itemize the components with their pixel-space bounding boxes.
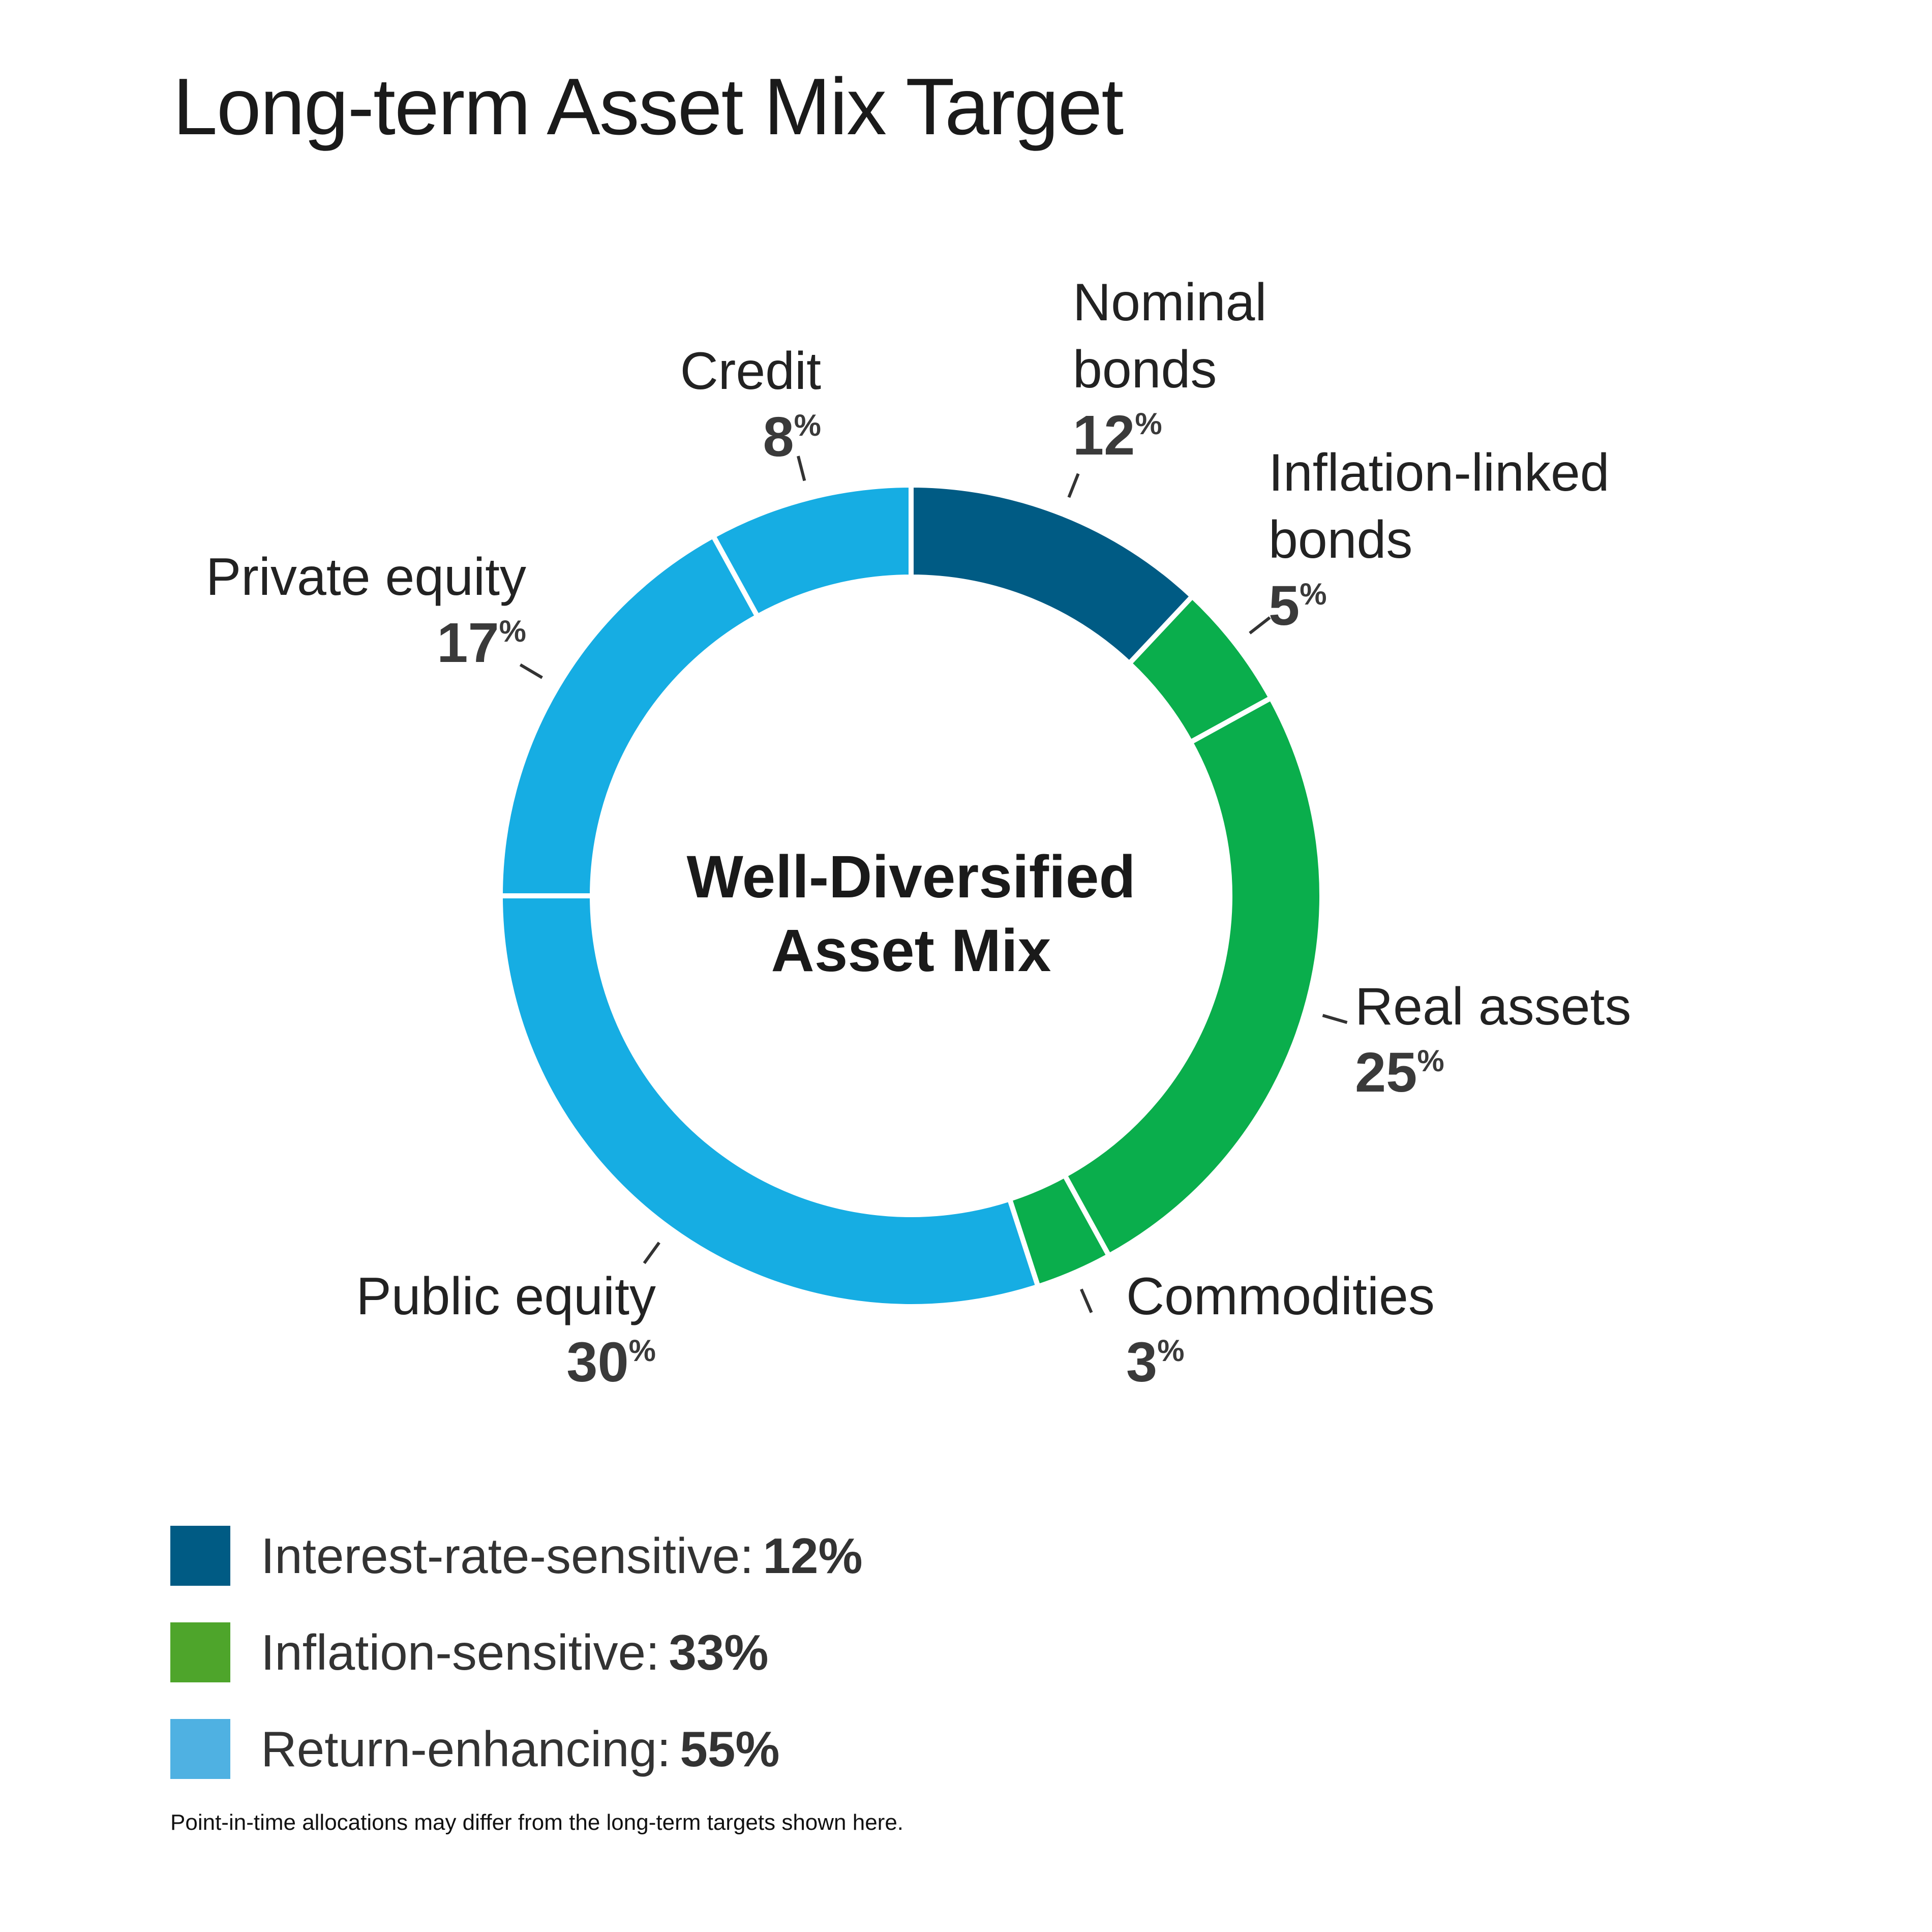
- slice-label: Public equity: [356, 1267, 656, 1326]
- label-tick: [519, 663, 543, 679]
- slice-label: Real assets: [1355, 977, 1631, 1036]
- slice-label: Private equity: [206, 548, 526, 607]
- slice-label: Nominal: [1073, 273, 1266, 332]
- legend-swatch: [170, 1719, 230, 1779]
- slice-value: 3%: [1126, 1331, 1185, 1394]
- legend-label: Return-enhancing:: [261, 1720, 671, 1777]
- label-tick: [1249, 616, 1271, 635]
- label-tick: [643, 1242, 660, 1264]
- slice-label: Inflation-linked: [1269, 443, 1610, 502]
- slice-label: Commodities: [1126, 1267, 1435, 1326]
- slice-value: 5%: [1269, 575, 1327, 637]
- legend-label: Interest-rate-sensitive:: [261, 1527, 754, 1584]
- slice-label: Credit: [680, 342, 822, 401]
- legend-swatch: [170, 1526, 230, 1586]
- legend-item-interest: Interest-rate-sensitive: 12%: [170, 1525, 863, 1586]
- legend-item-return: Return-enhancing: 55%: [170, 1718, 863, 1779]
- legend-value: 12%: [763, 1527, 863, 1584]
- slice-value: 30%: [566, 1331, 656, 1394]
- slice-value: 8%: [763, 406, 821, 468]
- center-label-line-2: Asset Mix: [771, 917, 1051, 984]
- donut-slice-public-equity: [497, 893, 1041, 1309]
- legend: Interest-rate-sensitive: 12% Inflation-se…: [170, 1525, 863, 1815]
- donut-slice-private-equity: [497, 532, 761, 898]
- label-tick: [1080, 1288, 1093, 1313]
- donut-slice-credit: [709, 482, 914, 620]
- slice-labels: Nominalbonds12%Inflation-linkedbonds5%Re…: [206, 273, 1631, 1394]
- chart-title: Long-term Asset Mix Target: [173, 62, 1124, 152]
- label-tick: [1067, 473, 1080, 498]
- label-tick: [1322, 1014, 1348, 1024]
- center-label-line-1: Well-Diversified: [686, 843, 1135, 911]
- legend-value: 33%: [669, 1624, 769, 1680]
- legend-item-inflation: Inflation-sensitive: 33%: [170, 1622, 863, 1683]
- label-tick: [797, 456, 806, 481]
- footnote: Point-in-time allocations may differ fro…: [170, 1810, 904, 1835]
- slice-label: bonds: [1073, 340, 1217, 399]
- donut-slice-nominal-bonds: [909, 482, 1196, 668]
- legend-label: Inflation-sensitive:: [261, 1624, 660, 1680]
- label-ticks: [519, 456, 1348, 1313]
- legend-value: 55%: [680, 1720, 780, 1777]
- donut-slice-real-assets: [1061, 694, 1324, 1259]
- slice-value: 12%: [1073, 404, 1162, 467]
- slice-label: bonds: [1269, 510, 1412, 569]
- legend-swatch: [170, 1622, 230, 1682]
- slice-value: 17%: [437, 612, 526, 674]
- slice-value: 25%: [1355, 1041, 1444, 1104]
- donut-slices: [497, 482, 1324, 1309]
